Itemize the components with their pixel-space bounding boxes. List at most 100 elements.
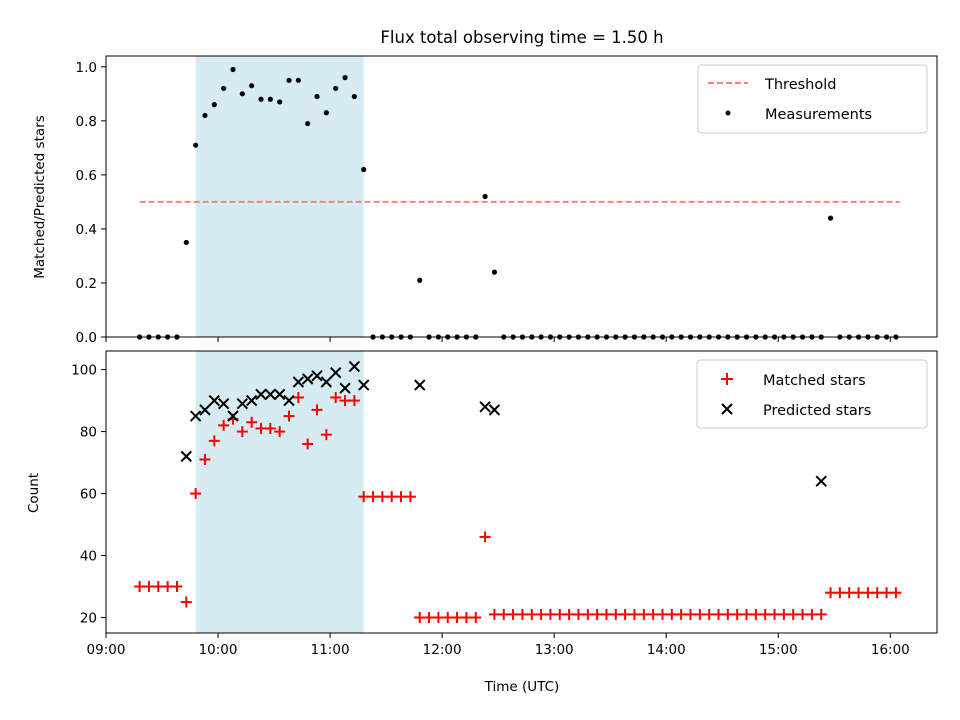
matched-star-point	[442, 612, 454, 624]
predicted-legend-swatch	[721, 403, 733, 415]
matched-star-point	[395, 491, 407, 503]
matched-star-point	[628, 608, 640, 620]
measurement-point	[267, 96, 273, 102]
matched-star-point	[572, 608, 584, 620]
measurement-point	[239, 91, 245, 97]
bottom-axes-frame	[105, 350, 938, 634]
matched-star-point	[311, 404, 323, 416]
matched-star-point	[582, 608, 594, 620]
top-y-tick-label: 0.8	[76, 114, 97, 130]
matched-star-point	[787, 608, 799, 620]
matched-star-point	[386, 491, 398, 503]
matched-star-point	[610, 608, 622, 620]
x-tick-label: 15:00	[759, 642, 798, 658]
matched-star-point	[703, 608, 715, 620]
matched-star-point	[246, 416, 258, 428]
matched-star-point	[171, 581, 183, 593]
matched-star-point	[713, 608, 725, 620]
measurement-point	[361, 166, 367, 173]
predicted-star-point	[301, 373, 314, 385]
matched-star-point	[544, 608, 556, 620]
predicted-star-point	[208, 394, 221, 407]
matched-star-point	[498, 608, 510, 620]
predicted-star-point	[227, 410, 239, 422]
matched-star-point	[199, 453, 211, 465]
threshold-legend-label: Threshold	[764, 77, 836, 93]
matched-star-point	[741, 608, 753, 620]
x-tick-label: 16:00	[871, 642, 910, 658]
matched-star-point	[404, 491, 416, 503]
predicted-legend-label: Predicted stars	[763, 403, 871, 419]
bottom-y-axis-label: Count	[26, 473, 42, 513]
x-tick-label: 14:00	[647, 642, 686, 658]
matched-star-point	[432, 612, 444, 624]
predicted-star-point	[180, 450, 193, 463]
measurement-point	[193, 142, 199, 148]
predicted-star-point	[245, 394, 258, 407]
matched-star-point	[162, 581, 174, 593]
top-y-tick-label: 0.6	[76, 168, 97, 184]
measurement-point	[323, 110, 329, 116]
x-tick-label: 09:00	[87, 642, 126, 658]
measurement-point	[286, 77, 292, 83]
matched-star-point	[685, 608, 697, 620]
matched-star-point	[843, 587, 855, 599]
x-axis-label: Time (UTC)	[484, 679, 560, 695]
predicted-star-point	[488, 404, 501, 416]
matched-star-point	[218, 419, 230, 431]
matched-star-point	[647, 608, 659, 620]
matched-star-point	[806, 608, 818, 620]
matched-star-point	[470, 612, 482, 624]
matched-star-point	[423, 612, 435, 624]
predicted-star-point	[217, 397, 230, 410]
measurement-point	[295, 77, 301, 83]
top-y-tick-label: 0.4	[76, 222, 97, 238]
measurement-point	[202, 112, 208, 119]
predicted-star-point	[479, 401, 491, 413]
bottom-panel: 09:00 10:00 11:00 12:00 13:00 14:00 15:00 16:00…	[26, 350, 938, 695]
measurement-point	[351, 93, 357, 100]
matched-star-point	[526, 608, 538, 620]
measurement-point	[333, 85, 339, 92]
predicted-star-point	[189, 410, 202, 422]
measurement-point	[482, 193, 488, 200]
measurements-legend-swatch	[725, 110, 731, 116]
matched-star-point	[881, 587, 893, 599]
predicted-star-point	[199, 404, 211, 416]
matched-star-point	[769, 608, 781, 620]
matched-star-point	[862, 587, 874, 599]
matched-star-point	[292, 391, 304, 403]
matched-star-point	[853, 587, 865, 599]
top-y-tick-label: 0.0	[76, 330, 97, 346]
predicted-star-point	[329, 366, 342, 379]
predicted-star-point	[292, 376, 305, 388]
matched-star-point	[264, 422, 276, 434]
measurement-point	[417, 277, 423, 283]
top-highlight-layer	[195, 56, 364, 337]
matched-star-point	[619, 608, 631, 620]
matched-star-point	[871, 587, 883, 599]
top-y-tick-label: 0.2	[76, 276, 97, 292]
x-tick-label: 11:00	[311, 642, 350, 658]
matched-star-point	[414, 612, 426, 624]
measurement-point	[827, 215, 834, 221]
top-x-ticks	[105, 337, 891, 342]
predicted-star-point	[320, 376, 333, 388]
matched-star-point	[302, 438, 314, 450]
measurement-point	[277, 99, 283, 105]
matched-star-point	[797, 608, 809, 620]
matched-star-point	[666, 608, 678, 620]
matched-star-point	[143, 581, 155, 593]
measurements-legend-label: Measurements	[765, 107, 872, 123]
bottom-x-ticks: 09:00 10:00 11:00 12:00 13:00 14:00 15:00 16:00	[87, 633, 910, 658]
matched-star-point	[283, 410, 295, 422]
measurement-point	[305, 120, 311, 127]
matched-star-point	[600, 608, 612, 620]
matched-star-point	[339, 395, 351, 407]
top-legend-box	[697, 64, 928, 134]
matched-star-point	[815, 608, 827, 620]
bottom-y-tick-label: 60	[80, 487, 97, 503]
matched-star-point	[507, 608, 519, 620]
x-tick-label: 13:00	[535, 642, 574, 658]
